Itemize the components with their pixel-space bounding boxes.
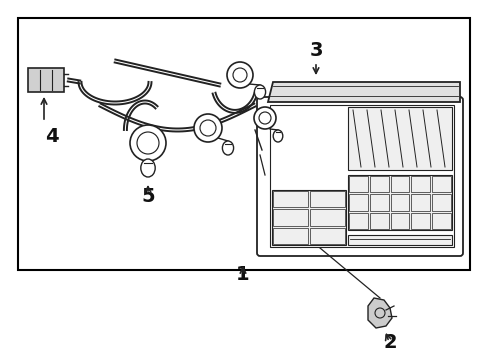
Bar: [432, 213, 451, 229]
Polygon shape: [368, 298, 392, 328]
Circle shape: [227, 62, 253, 88]
Ellipse shape: [273, 130, 283, 142]
Bar: [370, 176, 389, 192]
Polygon shape: [268, 82, 460, 102]
Bar: [391, 194, 410, 211]
FancyBboxPatch shape: [257, 97, 463, 256]
Bar: [412, 194, 430, 211]
Bar: [432, 176, 451, 192]
Bar: [370, 213, 389, 229]
Bar: [310, 191, 345, 207]
Bar: [310, 228, 345, 244]
Bar: [273, 191, 308, 207]
Circle shape: [254, 107, 276, 129]
Bar: [348, 235, 452, 245]
Bar: [432, 194, 451, 211]
Bar: [391, 213, 410, 229]
Text: 3: 3: [309, 40, 323, 59]
Text: 5: 5: [141, 186, 155, 206]
Bar: [370, 194, 389, 211]
Bar: [273, 228, 308, 244]
Bar: [412, 176, 430, 192]
Text: 1: 1: [236, 266, 250, 284]
Bar: [348, 107, 452, 170]
Bar: [348, 175, 452, 230]
Bar: [349, 194, 368, 211]
Text: 4: 4: [45, 126, 59, 145]
Ellipse shape: [141, 159, 155, 177]
Bar: [391, 176, 410, 192]
Text: 2: 2: [383, 333, 397, 351]
Circle shape: [194, 114, 222, 142]
Ellipse shape: [254, 85, 266, 99]
Bar: [412, 213, 430, 229]
Ellipse shape: [222, 141, 234, 155]
Bar: [28, 68, 64, 92]
Bar: [272, 190, 346, 245]
Bar: [349, 176, 368, 192]
Bar: [310, 209, 345, 226]
Circle shape: [130, 125, 166, 161]
Bar: [18, 18, 470, 270]
Bar: [273, 209, 308, 226]
Bar: [349, 213, 368, 229]
